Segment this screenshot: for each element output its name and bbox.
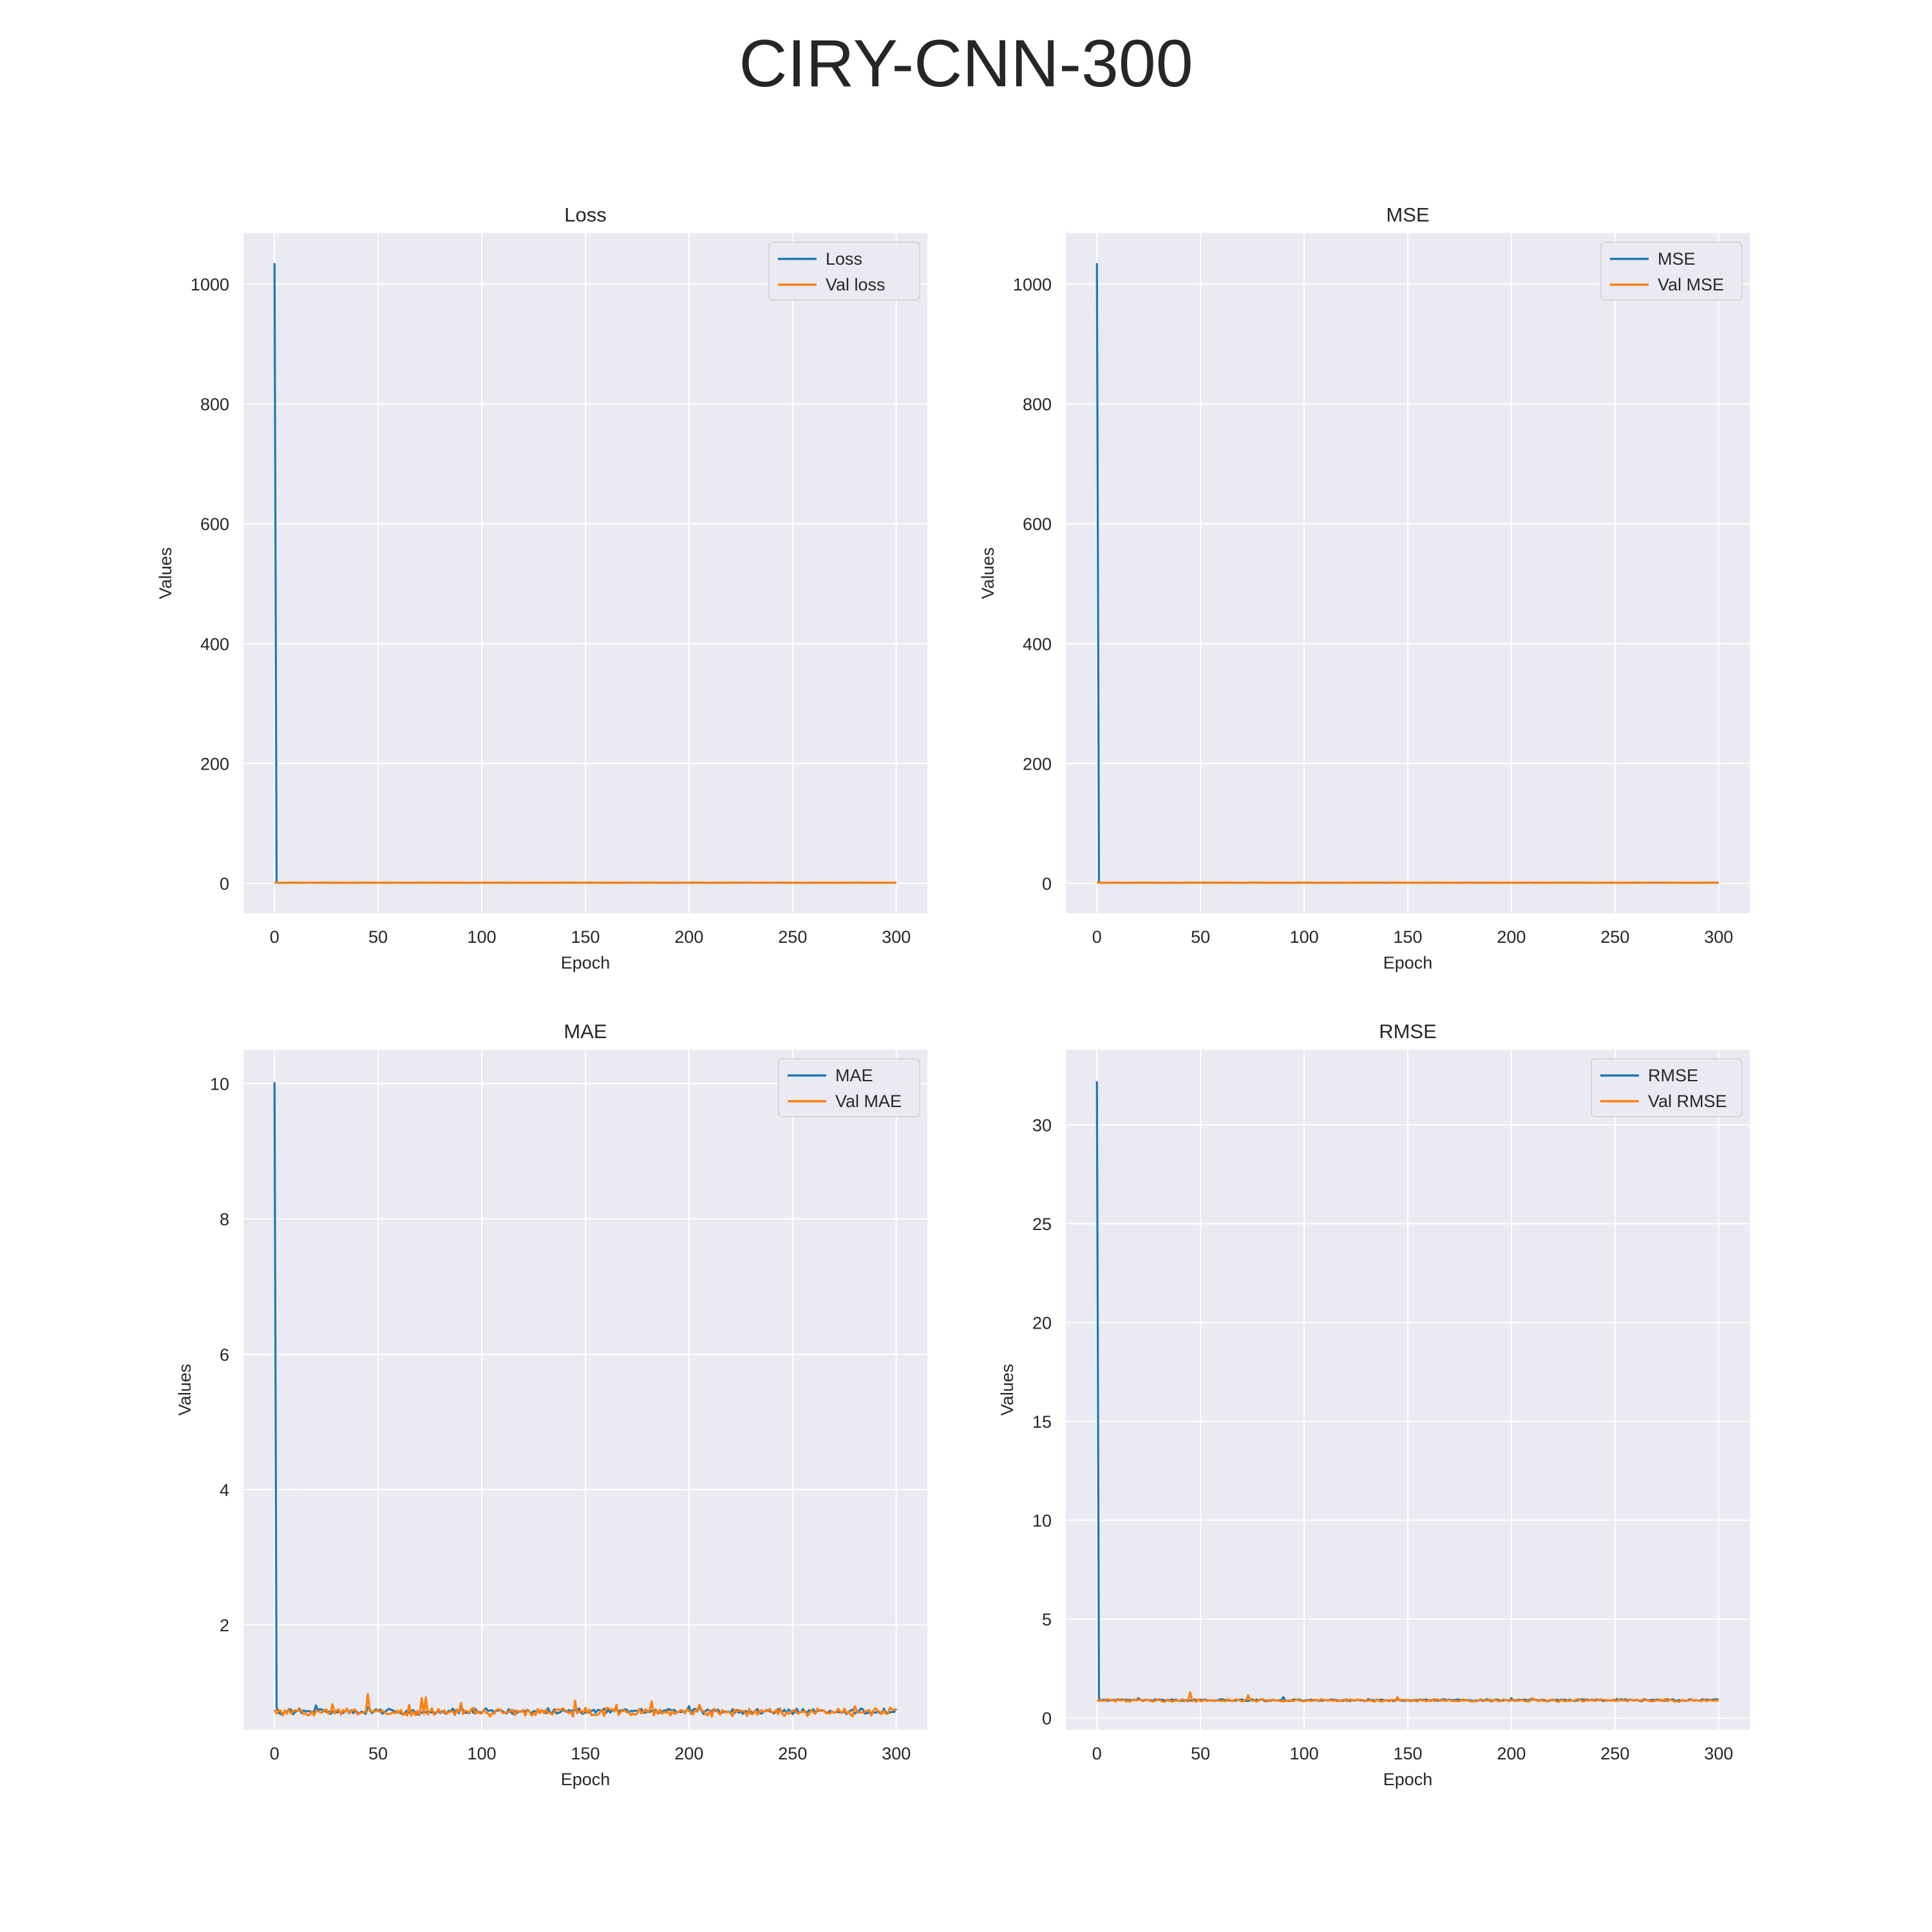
x-tick-label: 300 <box>1704 1744 1733 1763</box>
legend-label: Val MAE <box>835 1092 902 1111</box>
legend-label: Val MSE <box>1658 275 1724 294</box>
y-tick-label: 6 <box>220 1345 229 1365</box>
y-tick-label: 200 <box>200 754 229 773</box>
y-tick-label: 0 <box>1042 1709 1052 1728</box>
subplot-rmse: 0 50 100 150 200 250 300 0 5 10 15 20 25 30 RMSE Epoch V… <box>998 1020 1750 1789</box>
x-tick-label: 150 <box>571 1744 600 1763</box>
y-tick-label: 800 <box>1023 395 1052 414</box>
legend-label: Loss <box>826 249 862 269</box>
y-tick-label: 10 <box>1032 1511 1052 1531</box>
y-tick-label: 10 <box>210 1075 229 1094</box>
x-axis-label: Epoch <box>1383 1770 1433 1789</box>
legend-label: Val loss <box>826 275 886 294</box>
x-tick-label: 50 <box>368 1744 388 1763</box>
y-tick-label: 5 <box>1042 1610 1052 1629</box>
x-tick-label: 300 <box>882 927 911 947</box>
y-tick-label: 600 <box>200 515 229 534</box>
x-tick-label: 200 <box>1497 1744 1526 1763</box>
y-axis-label: Values <box>175 1364 194 1416</box>
subplot-loss: 0 50 100 150 200 250 300 0 200 400 600 800 1000 Loss E… <box>156 204 927 972</box>
y-tick-label: 15 <box>1032 1412 1052 1432</box>
y-tick-label: 600 <box>1023 515 1052 534</box>
x-tick-label: 300 <box>882 1744 911 1763</box>
legend: MSE Val MSE <box>1600 242 1743 301</box>
x-tick-label: 0 <box>1092 927 1102 947</box>
subplot-title: MSE <box>1386 204 1429 226</box>
y-tick-label: 20 <box>1032 1314 1052 1333</box>
y-tick-label: 1000 <box>191 275 229 294</box>
y-tick-label: 1000 <box>1013 275 1052 294</box>
x-axis-label: Epoch <box>561 953 611 972</box>
x-tick-label: 0 <box>270 927 279 947</box>
x-tick-label: 200 <box>674 1744 703 1763</box>
legend: RMSE Val RMSE <box>1591 1058 1743 1117</box>
x-tick-label: 150 <box>571 927 600 947</box>
subplot-mae: 0 50 100 150 200 250 300 2 4 6 8 10 MAE Epoch Values MA… <box>175 1020 927 1789</box>
y-tick-label: 800 <box>200 395 229 414</box>
legend-label: Val RMSE <box>1648 1092 1727 1111</box>
y-tick-label: 4 <box>220 1481 229 1500</box>
legend-label: MAE <box>835 1066 873 1085</box>
x-tick-label: 100 <box>1290 927 1319 947</box>
y-tick-label: 0 <box>1042 874 1052 893</box>
series-line-val-rmse <box>1096 1691 1719 1703</box>
series-line-val-mae <box>273 1692 896 1718</box>
y-tick-label: 25 <box>1032 1215 1052 1234</box>
x-tick-label: 250 <box>1600 1744 1629 1763</box>
x-tick-label: 0 <box>270 1744 279 1763</box>
legend: MAE Val MAE <box>778 1058 920 1117</box>
x-tick-label: 150 <box>1393 927 1422 947</box>
subplot-title: MAE <box>564 1020 607 1043</box>
legend-label: MSE <box>1658 249 1696 269</box>
x-tick-label: 200 <box>1497 927 1526 947</box>
subplot-mse: 0 50 100 150 200 250 300 0 200 400 600 800 1000 MSE Ep… <box>978 204 1750 972</box>
x-tick-label: 50 <box>1191 1744 1210 1763</box>
legend-label: RMSE <box>1648 1066 1698 1085</box>
y-tick-label: 30 <box>1032 1116 1052 1135</box>
x-tick-label: 200 <box>674 927 703 947</box>
legend: Loss Val loss <box>768 242 920 301</box>
x-axis-label: Epoch <box>1383 953 1433 972</box>
x-tick-label: 250 <box>1600 927 1629 947</box>
y-tick-label: 2 <box>220 1616 229 1635</box>
figure-title: CIRY-CNN-300 <box>739 26 1193 101</box>
y-tick-label: 0 <box>220 874 229 893</box>
y-tick-label: 400 <box>1023 634 1052 654</box>
x-tick-label: 250 <box>778 1744 807 1763</box>
subplot-title: Loss <box>564 204 606 226</box>
x-tick-label: 100 <box>468 927 497 947</box>
y-axis-label: Values <box>978 547 998 600</box>
x-tick-label: 100 <box>468 1744 497 1763</box>
x-tick-label: 250 <box>778 927 807 947</box>
x-tick-label: 0 <box>1092 1744 1102 1763</box>
subplot-title: RMSE <box>1379 1020 1437 1043</box>
y-axis-label: Values <box>998 1364 1017 1416</box>
y-tick-label: 8 <box>220 1210 229 1229</box>
x-tick-label: 150 <box>1393 1744 1422 1763</box>
x-tick-label: 300 <box>1704 927 1733 947</box>
x-tick-label: 50 <box>368 927 388 947</box>
x-tick-label: 100 <box>1290 1744 1319 1763</box>
x-tick-label: 50 <box>1191 927 1210 947</box>
x-axis-label: Epoch <box>561 1770 611 1789</box>
y-tick-label: 200 <box>1023 754 1052 773</box>
y-tick-label: 400 <box>200 634 229 654</box>
y-axis-label: Values <box>156 547 175 600</box>
